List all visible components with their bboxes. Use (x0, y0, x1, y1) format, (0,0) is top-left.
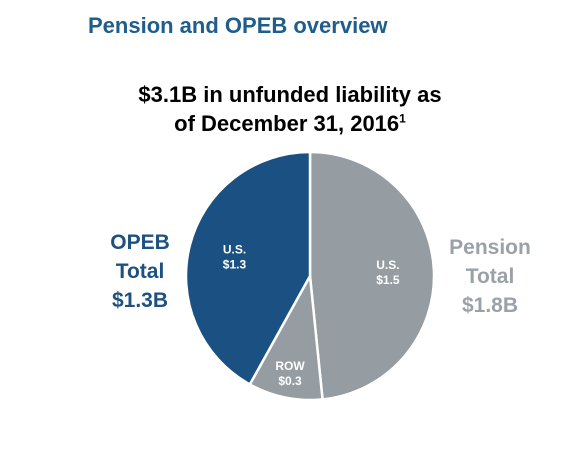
page-title: Pension and OPEB overview (88, 13, 388, 38)
chart-title-footnote: 1 (399, 111, 406, 126)
pie-slice-opeb-us (184, 150, 312, 387)
pension-total-word: Total (465, 265, 515, 288)
pension-total-value: $1.8B (461, 294, 519, 317)
opeb-total-label: OPEB Total $1.3B (95, 228, 185, 315)
pie-slice-pension-us (308, 150, 436, 401)
pie-slice-pension-row (248, 271, 324, 402)
opeb-group-name: OPEB (110, 231, 170, 254)
opeb-total-value: $1.3B (111, 289, 169, 312)
slice-label: U.S. (223, 242, 246, 256)
slice-value-label: $0.3 (278, 374, 302, 388)
slice-label: ROW (275, 359, 305, 373)
slice-value-label: $1.5 (376, 273, 400, 287)
slice-value-label: $1.3 (223, 257, 247, 271)
chart-title-line1: $3.1B in unfunded liability as (138, 82, 442, 107)
chart-title: $3.1B in unfunded liability as of Decemb… (0, 80, 580, 138)
pension-total-label: Pension Total $1.8B (440, 233, 540, 320)
opeb-total-word: Total (115, 260, 165, 283)
pension-group-name: Pension (449, 236, 531, 259)
slice-label: U.S. (376, 258, 399, 272)
chart-title-line2: of December 31, 2016 (174, 111, 400, 136)
